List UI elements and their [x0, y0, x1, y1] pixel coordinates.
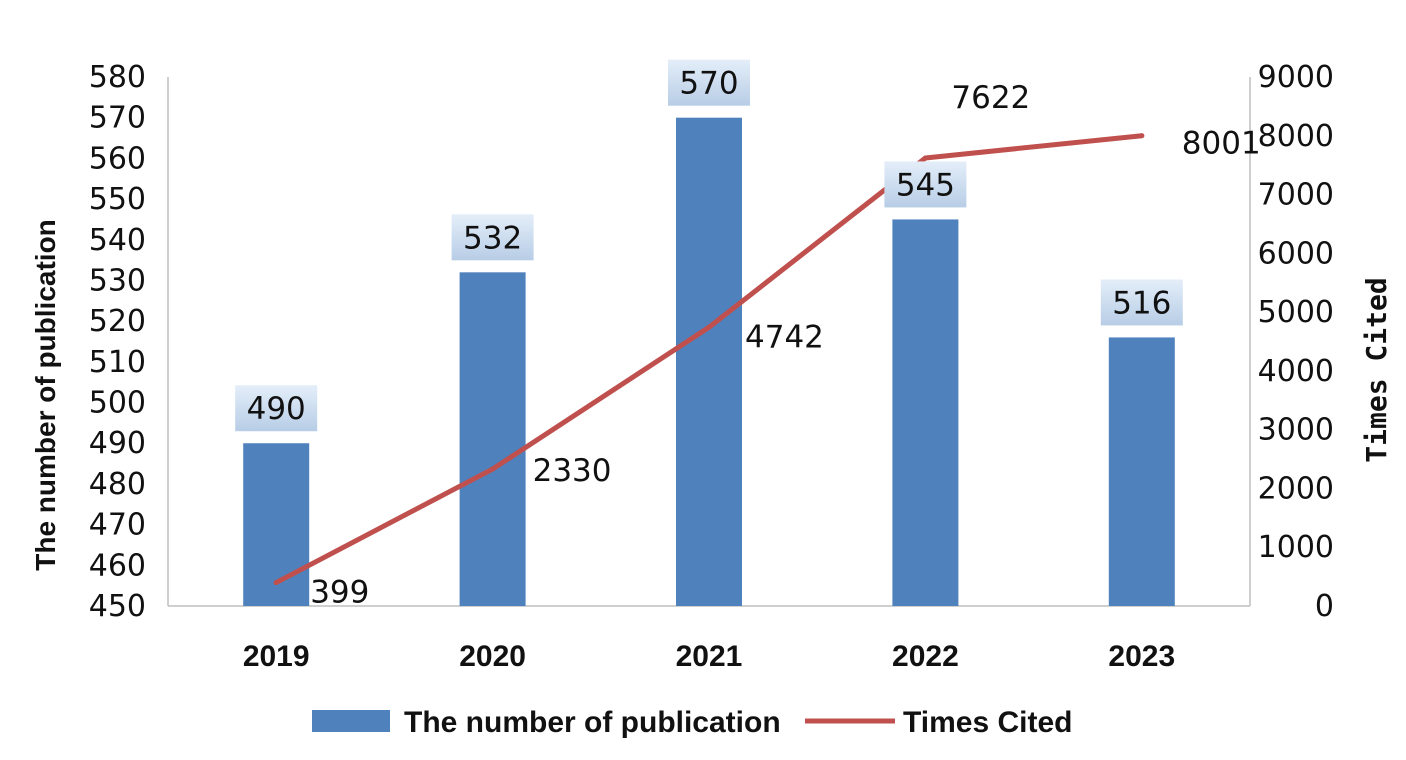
y-tick-label-left: 540 [89, 223, 146, 258]
x-tick-label: 2020 [459, 640, 526, 673]
bar [459, 272, 526, 606]
bar-data-label: 516 [1112, 285, 1171, 321]
legend-swatch-bar [312, 710, 390, 732]
bar-label-box [235, 385, 318, 432]
line-point [273, 580, 279, 586]
y-tick-label-left: 480 [89, 467, 146, 502]
x-tick-label: 2023 [1108, 640, 1175, 673]
y-tick-label-right: 3000 [1258, 413, 1334, 448]
bar-label-box [668, 59, 750, 106]
y-tick-label-left: 510 [89, 345, 146, 380]
x-tick-label: 2022 [892, 640, 959, 673]
y-tick-label-left: 500 [89, 386, 146, 421]
x-tick-label: 2019 [243, 640, 310, 673]
y-tick-label-left: 550 [89, 182, 146, 217]
bar-data-label: 545 [896, 167, 955, 203]
line-series [273, 133, 1145, 586]
y-tick-label-right: 2000 [1258, 471, 1334, 506]
line-data-label: 4742 [745, 319, 824, 355]
line-data-label: 2330 [533, 453, 612, 489]
line-point [1139, 133, 1145, 139]
y-tick-label-right: 6000 [1258, 236, 1334, 271]
y-tick-label-left: 560 [89, 141, 146, 176]
y-tick-label-right: 4000 [1258, 354, 1334, 389]
line-point [706, 324, 712, 330]
y-tick-label-left: 460 [89, 548, 146, 583]
y-axis-title-left: The number of publication [30, 219, 61, 571]
data-labels: 490 532 570 545 516 399 2330 4742 7622 8001 [235, 59, 1261, 611]
bar-data-label: 532 [463, 220, 522, 256]
y-tick-label-left: 530 [89, 263, 146, 298]
bar-label-box [884, 161, 967, 208]
bar [892, 219, 959, 606]
y-tick-label-left: 580 [89, 60, 146, 95]
line-point [490, 466, 496, 472]
bar [676, 117, 742, 606]
bar-data-label: 570 [679, 66, 738, 102]
line-data-label: 8001 [1182, 126, 1261, 162]
legend: The number of publication Times Cited [312, 706, 1073, 739]
legend-label-line: Times Cited [903, 706, 1073, 739]
y-tick-label-left: 470 [89, 508, 146, 543]
y-tick-label-left: 490 [89, 426, 146, 461]
legend-label-bar: The number of publication [404, 706, 781, 739]
line-data-label: 399 [310, 575, 369, 611]
y-tick-label-right: 0 [1315, 589, 1334, 624]
y-tick-label-right: 5000 [1258, 295, 1334, 330]
bars [243, 117, 1175, 606]
bar [1108, 337, 1175, 606]
line-point [922, 155, 928, 161]
bar-data-label: 490 [247, 391, 306, 427]
y-tick-label-left: 570 [89, 101, 146, 136]
bar-label-box [1100, 279, 1183, 326]
y-tick-label-right: 7000 [1258, 178, 1334, 213]
axes: 450 460 470 480 490 500 510 520 530 540 550 560 570 5… [89, 60, 1334, 673]
y-tick-label-right: 9000 [1258, 60, 1334, 95]
y-tick-label-right: 1000 [1258, 530, 1334, 565]
y-tick-label-left: 520 [89, 304, 146, 339]
y-tick-label-right: 8000 [1258, 119, 1334, 154]
bar-label-box [451, 214, 534, 261]
bar [243, 443, 310, 606]
y-axis-title-right: Times Cited [1360, 277, 1393, 462]
y-tick-label-left: 450 [89, 589, 146, 624]
line-data-label: 7622 [951, 80, 1030, 116]
x-tick-label: 2021 [676, 640, 743, 673]
